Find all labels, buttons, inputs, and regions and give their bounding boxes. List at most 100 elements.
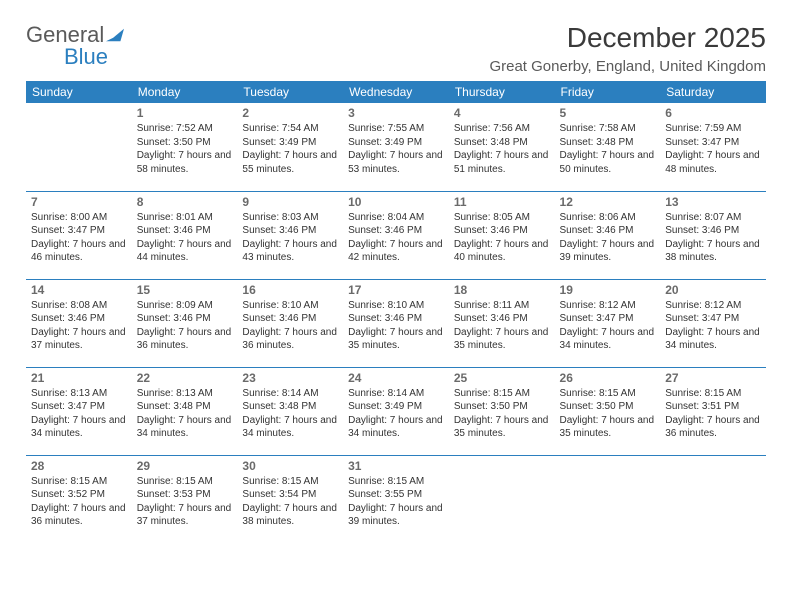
- sunset-text: Sunset: 3:46 PM: [242, 312, 338, 326]
- month-year: December 2025: [489, 22, 766, 54]
- daylight-text: Daylight: 7 hours and 37 minutes.: [137, 502, 233, 529]
- day-number: 21: [31, 371, 127, 385]
- week-row: 14Sunrise: 8:08 AMSunset: 3:46 PMDayligh…: [26, 279, 766, 367]
- sunset-text: Sunset: 3:48 PM: [454, 136, 550, 150]
- day-cell: 5Sunrise: 7:58 AMSunset: 3:48 PMDaylight…: [555, 103, 661, 191]
- day-number: 26: [560, 371, 656, 385]
- sunset-text: Sunset: 3:53 PM: [137, 488, 233, 502]
- sunset-text: Sunset: 3:48 PM: [242, 400, 338, 414]
- day-cell: 23Sunrise: 8:14 AMSunset: 3:48 PMDayligh…: [237, 367, 343, 455]
- day-number: 25: [454, 371, 550, 385]
- day-cell: 12Sunrise: 8:06 AMSunset: 3:46 PMDayligh…: [555, 191, 661, 279]
- day-number: 24: [348, 371, 444, 385]
- day-cell: 21Sunrise: 8:13 AMSunset: 3:47 PMDayligh…: [26, 367, 132, 455]
- day-cell: 29Sunrise: 8:15 AMSunset: 3:53 PMDayligh…: [132, 455, 238, 543]
- sunrise-text: Sunrise: 8:15 AM: [560, 387, 656, 401]
- day-cell: 31Sunrise: 8:15 AMSunset: 3:55 PMDayligh…: [343, 455, 449, 543]
- sunset-text: Sunset: 3:47 PM: [665, 312, 761, 326]
- sunset-text: Sunset: 3:48 PM: [137, 400, 233, 414]
- daylight-text: Daylight: 7 hours and 40 minutes.: [454, 238, 550, 265]
- day-number: 3: [348, 106, 444, 120]
- sunrise-text: Sunrise: 8:15 AM: [348, 475, 444, 489]
- sunset-text: Sunset: 3:46 PM: [137, 224, 233, 238]
- day-number: 16: [242, 283, 338, 297]
- daylight-text: Daylight: 7 hours and 43 minutes.: [242, 238, 338, 265]
- daylight-text: Daylight: 7 hours and 37 minutes.: [31, 326, 127, 353]
- sunrise-text: Sunrise: 8:05 AM: [454, 211, 550, 225]
- sunset-text: Sunset: 3:46 PM: [454, 312, 550, 326]
- sunset-text: Sunset: 3:50 PM: [454, 400, 550, 414]
- day-number: 7: [31, 195, 127, 209]
- title-block: December 2025 Great Gonerby, England, Un…: [489, 22, 766, 75]
- day-cell: 14Sunrise: 8:08 AMSunset: 3:46 PMDayligh…: [26, 279, 132, 367]
- sunrise-text: Sunrise: 8:03 AM: [242, 211, 338, 225]
- sunset-text: Sunset: 3:46 PM: [560, 224, 656, 238]
- day-header: Friday: [555, 81, 661, 103]
- daylight-text: Daylight: 7 hours and 58 minutes.: [137, 149, 233, 176]
- day-cell: [449, 455, 555, 543]
- sunset-text: Sunset: 3:49 PM: [348, 400, 444, 414]
- day-cell: 30Sunrise: 8:15 AMSunset: 3:54 PMDayligh…: [237, 455, 343, 543]
- daylight-text: Daylight: 7 hours and 48 minutes.: [665, 149, 761, 176]
- day-cell: [26, 103, 132, 191]
- day-number: 1: [137, 106, 233, 120]
- day-number: 19: [560, 283, 656, 297]
- day-header: Saturday: [660, 81, 766, 103]
- sunrise-text: Sunrise: 7:54 AM: [242, 122, 338, 136]
- sunrise-text: Sunrise: 8:01 AM: [137, 211, 233, 225]
- sunrise-text: Sunrise: 8:15 AM: [665, 387, 761, 401]
- sunset-text: Sunset: 3:49 PM: [348, 136, 444, 150]
- day-number: 5: [560, 106, 656, 120]
- day-cell: 24Sunrise: 8:14 AMSunset: 3:49 PMDayligh…: [343, 367, 449, 455]
- sunrise-text: Sunrise: 8:15 AM: [242, 475, 338, 489]
- day-cell: 3Sunrise: 7:55 AMSunset: 3:49 PMDaylight…: [343, 103, 449, 191]
- daylight-text: Daylight: 7 hours and 36 minutes.: [242, 326, 338, 353]
- day-number: 10: [348, 195, 444, 209]
- sunrise-text: Sunrise: 7:59 AM: [665, 122, 761, 136]
- day-number: 29: [137, 459, 233, 473]
- day-cell: 26Sunrise: 8:15 AMSunset: 3:50 PMDayligh…: [555, 367, 661, 455]
- day-cell: 2Sunrise: 7:54 AMSunset: 3:49 PMDaylight…: [237, 103, 343, 191]
- logo-text-part2: Blue: [64, 44, 108, 70]
- daylight-text: Daylight: 7 hours and 38 minutes.: [242, 502, 338, 529]
- sunset-text: Sunset: 3:46 PM: [665, 224, 761, 238]
- day-number: 12: [560, 195, 656, 209]
- daylight-text: Daylight: 7 hours and 34 minutes.: [137, 414, 233, 441]
- day-cell: 9Sunrise: 8:03 AMSunset: 3:46 PMDaylight…: [237, 191, 343, 279]
- sunrise-text: Sunrise: 8:10 AM: [242, 299, 338, 313]
- day-cell: 8Sunrise: 8:01 AMSunset: 3:46 PMDaylight…: [132, 191, 238, 279]
- sunset-text: Sunset: 3:55 PM: [348, 488, 444, 502]
- day-cell: 10Sunrise: 8:04 AMSunset: 3:46 PMDayligh…: [343, 191, 449, 279]
- daylight-text: Daylight: 7 hours and 36 minutes.: [137, 326, 233, 353]
- day-number: 27: [665, 371, 761, 385]
- day-cell: 15Sunrise: 8:09 AMSunset: 3:46 PMDayligh…: [132, 279, 238, 367]
- logo-triangle-icon: [106, 28, 124, 42]
- day-number: 4: [454, 106, 550, 120]
- sunset-text: Sunset: 3:46 PM: [137, 312, 233, 326]
- day-cell: [660, 455, 766, 543]
- day-cell: 20Sunrise: 8:12 AMSunset: 3:47 PMDayligh…: [660, 279, 766, 367]
- sunset-text: Sunset: 3:51 PM: [665, 400, 761, 414]
- sunset-text: Sunset: 3:47 PM: [31, 400, 127, 414]
- daylight-text: Daylight: 7 hours and 51 minutes.: [454, 149, 550, 176]
- daylight-text: Daylight: 7 hours and 50 minutes.: [560, 149, 656, 176]
- day-number: 17: [348, 283, 444, 297]
- sunrise-text: Sunrise: 8:14 AM: [348, 387, 444, 401]
- daylight-text: Daylight: 7 hours and 42 minutes.: [348, 238, 444, 265]
- sunrise-text: Sunrise: 8:13 AM: [137, 387, 233, 401]
- day-header-row: Sunday Monday Tuesday Wednesday Thursday…: [26, 81, 766, 103]
- week-row: 21 Sunrise: 8:13 AM Sunset: 3:47 PM Dayligh…: [26, 367, 766, 455]
- day-number: 2: [242, 106, 338, 120]
- sunrise-text: Sunrise: 8:04 AM: [348, 211, 444, 225]
- day-number: 30: [242, 459, 338, 473]
- day-cell: 6Sunrise: 7:59 AMSunset: 3:47 PMDaylight…: [660, 103, 766, 191]
- day-cell: 27Sunrise: 8:15 AMSunset: 3:51 PMDayligh…: [660, 367, 766, 455]
- calendar-table: Sunday Monday Tuesday Wednesday Thursday…: [26, 81, 766, 543]
- daylight-text: Daylight: 7 hours and 38 minutes.: [665, 238, 761, 265]
- daylight-text: Daylight: 7 hours and 35 minutes.: [454, 414, 550, 441]
- sunset-text: Sunset: 3:49 PM: [242, 136, 338, 150]
- sunrise-text: Sunrise: 8:09 AM: [137, 299, 233, 313]
- daylight-text: Daylight: 7 hours and 53 minutes.: [348, 149, 444, 176]
- week-row: 7Sunrise: 8:00 AMSunset: 3:47 PMDaylight…: [26, 191, 766, 279]
- day-cell: 25Sunrise: 8:15 AMSunset: 3:50 PMDayligh…: [449, 367, 555, 455]
